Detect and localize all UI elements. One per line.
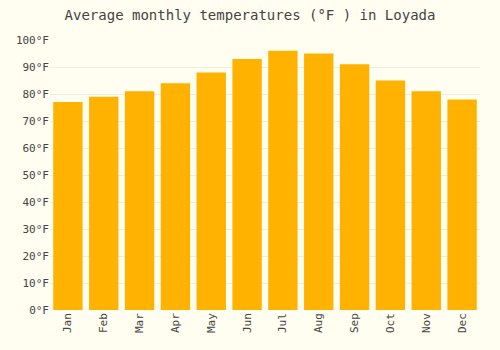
svg-text:30°F: 30°F xyxy=(23,223,50,236)
svg-text:Dec: Dec xyxy=(456,313,469,333)
svg-text:Oct: Oct xyxy=(384,313,397,333)
svg-text:10°F: 10°F xyxy=(23,277,50,290)
svg-text:Jul: Jul xyxy=(276,313,289,333)
svg-text:40°F: 40°F xyxy=(23,196,50,209)
svg-text:80°F: 80°F xyxy=(23,88,50,101)
svg-text:Feb: Feb xyxy=(97,313,110,333)
svg-text:20°F: 20°F xyxy=(23,250,50,263)
svg-text:Average monthly temperatures (: Average monthly temperatures (°F ) in Lo… xyxy=(65,7,436,23)
svg-text:Aug: Aug xyxy=(312,313,325,333)
svg-text:Sep: Sep xyxy=(348,313,361,333)
svg-text:90°F: 90°F xyxy=(23,61,50,74)
svg-text:Jan: Jan xyxy=(61,313,74,333)
svg-text:60°F: 60°F xyxy=(23,142,50,155)
svg-text:Apr: Apr xyxy=(169,313,182,333)
svg-text:100°F: 100°F xyxy=(16,34,49,47)
svg-text:May: May xyxy=(205,313,218,333)
svg-text:Nov: Nov xyxy=(420,313,433,333)
svg-text:0°F: 0°F xyxy=(29,304,49,317)
svg-text:Jun: Jun xyxy=(241,313,254,333)
svg-text:50°F: 50°F xyxy=(23,169,50,182)
svg-text:70°F: 70°F xyxy=(23,115,50,128)
svg-text:Mar: Mar xyxy=(133,313,146,333)
